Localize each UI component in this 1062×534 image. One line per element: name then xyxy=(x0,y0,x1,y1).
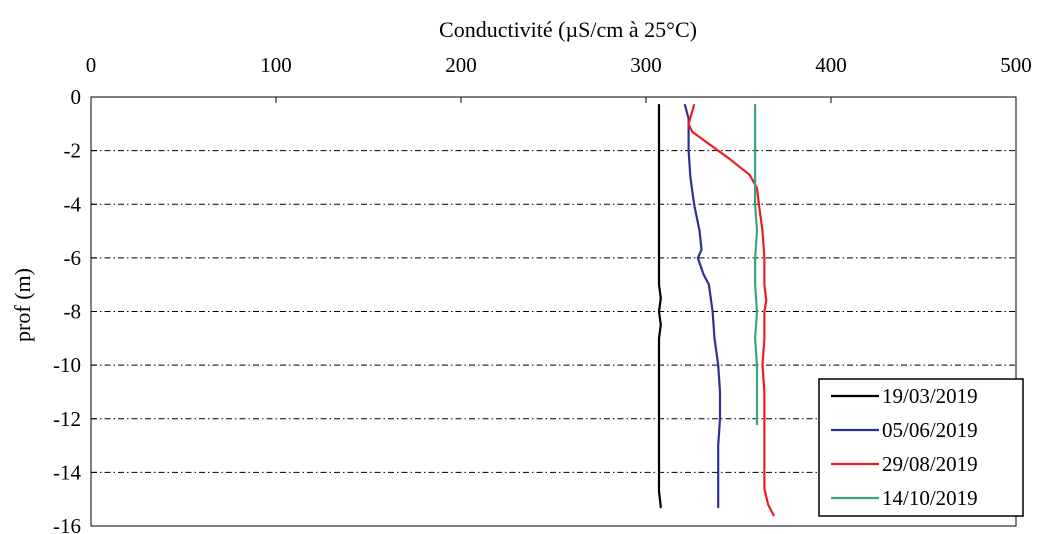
legend-label-4: 14/10/2019 xyxy=(882,486,978,510)
y-tick-label: -16 xyxy=(53,514,81,534)
y-axis-title: prof (m) xyxy=(10,268,35,342)
x-tick-label: 300 xyxy=(630,53,662,77)
y-tick-label: -14 xyxy=(53,460,81,484)
y-tick-label: -2 xyxy=(64,139,82,163)
legend: 19/03/2019 05/06/2019 29/08/2019 14/10/2019 xyxy=(818,378,1024,517)
legend-label-3: 29/08/2019 xyxy=(882,452,978,476)
series-line-1 xyxy=(657,103,662,509)
series-line-3 xyxy=(687,103,775,517)
plot-frame xyxy=(90,96,1017,527)
x-tick-label: 0 xyxy=(86,53,97,77)
series-line-2 xyxy=(683,103,722,509)
legend-label-2: 05/06/2019 xyxy=(882,418,978,442)
gridlines xyxy=(91,150,1016,473)
x-tick-label: 200 xyxy=(445,53,477,77)
x-tick-label: 400 xyxy=(815,53,847,77)
y-tick-label: 0 xyxy=(71,85,82,109)
y-tick-label: -10 xyxy=(53,353,81,377)
y-tick-label: -6 xyxy=(64,246,82,270)
axis-ticks: 0 -2 -4 -6 -8 -10 -12 -14 -16 0 100 200 300 400 500 xyxy=(53,53,1032,534)
y-tick-label: -8 xyxy=(64,300,82,324)
series-lines xyxy=(657,103,775,517)
x-axis-title: Conductivité (µS/cm à 25°C) xyxy=(439,17,697,42)
y-tick-label: -12 xyxy=(53,407,81,431)
y-tick-label: -4 xyxy=(64,192,82,216)
series-line-4 xyxy=(753,103,759,426)
x-tick-label: 500 xyxy=(1000,53,1032,77)
legend-box xyxy=(818,378,1024,517)
x-tick-label: 100 xyxy=(260,53,292,77)
legend-label-1: 19/03/2019 xyxy=(882,384,978,408)
